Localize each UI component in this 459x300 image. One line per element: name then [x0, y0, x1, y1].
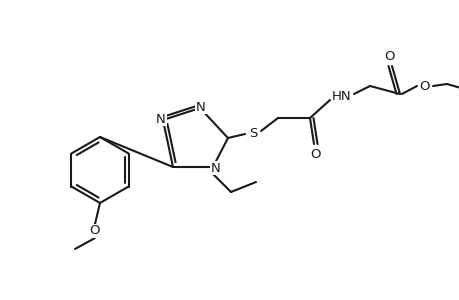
Text: S: S — [248, 127, 257, 140]
Text: N: N — [196, 100, 206, 113]
Text: HN: HN — [331, 89, 351, 103]
Text: O: O — [384, 50, 394, 62]
Text: N: N — [211, 161, 220, 175]
Text: O: O — [419, 80, 429, 92]
Text: O: O — [310, 148, 320, 160]
Text: O: O — [90, 224, 100, 238]
Text: N: N — [156, 112, 166, 125]
